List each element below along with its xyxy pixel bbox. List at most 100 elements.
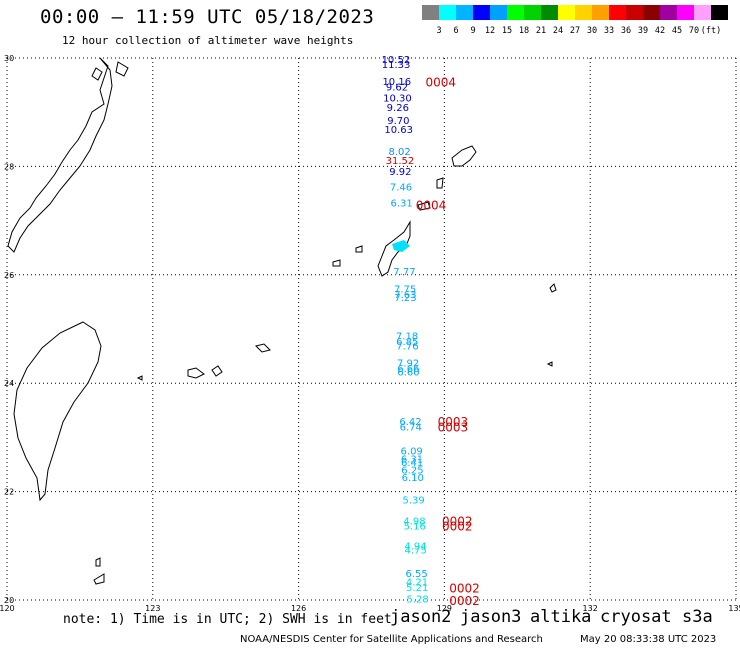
legend-label: 21 [535, 26, 547, 36]
legend-swatch [575, 5, 592, 20]
legend-label: 9 [470, 26, 476, 36]
swh-value: 6.31 [391, 198, 413, 209]
lon-tick-label: 123 [145, 604, 160, 613]
sat-altika: altika [530, 607, 592, 627]
legend-swatch [473, 5, 490, 20]
swh-value: 6.10 [402, 473, 424, 484]
swh-value: 10.52 [382, 55, 411, 66]
kerama [355, 245, 363, 253]
legend-label: 12 [484, 26, 496, 36]
swh-value: 5.28 [407, 594, 429, 605]
okinoerabu [417, 201, 431, 211]
sat-cryosat: cryosat [600, 607, 672, 627]
legend-label: 15 [501, 26, 513, 36]
legend-label: 6 [453, 26, 459, 36]
swh-value: 7.18 [396, 332, 418, 343]
swh-value: 7.23 [394, 293, 416, 304]
daito-islands [549, 283, 557, 293]
swh-value: 6.25 [401, 465, 423, 476]
lat-tick-label: 20 [4, 596, 14, 605]
legend-swatch [711, 5, 728, 20]
timestamp: May 20 08:33:38 UTC 2023 [580, 634, 717, 645]
legend-label: 27 [569, 26, 581, 36]
oki-daito [546, 361, 553, 367]
legend-swatch [456, 5, 473, 20]
swh-value: 6.09 [401, 446, 423, 457]
legend-swatches [422, 5, 728, 20]
legend-label: 36 [620, 26, 632, 36]
legend-swatch [439, 5, 456, 20]
pass-label: 0002 [442, 514, 473, 528]
orchid-island [95, 557, 101, 567]
coastlines [7, 57, 557, 585]
pass-label: 0002 [449, 594, 480, 608]
swh-value: 6.31 [401, 455, 423, 466]
swh-value: 7.46 [390, 183, 412, 194]
swh-value: 6.41 [401, 458, 423, 469]
swh-value: 7.75 [394, 284, 416, 295]
tokunoshima [436, 177, 444, 189]
small-island [91, 67, 103, 81]
pass-label: 0003 [438, 421, 469, 435]
swh-value: 5.16 [404, 521, 426, 532]
swh-value: 11.33 [382, 60, 411, 71]
swh-value: 9.70 [387, 116, 409, 127]
legend-swatch [677, 5, 694, 20]
legend-label: 70 [688, 26, 700, 36]
legend-label: 18 [518, 26, 530, 36]
swh-value: 6.60 [397, 367, 419, 378]
color-legend: 3 6 9 12 15 18 21 24 27 30 33 36 39 42 45 70 (ft) [422, 5, 728, 36]
lat-tick-label: 30 [4, 54, 14, 63]
swh-value: 7.77 [393, 267, 415, 278]
legend-swatch [592, 5, 609, 20]
legend-label: 39 [637, 26, 649, 36]
pass-label: 0003 [438, 415, 469, 429]
swh-value: 10.16 [382, 77, 411, 88]
yonaguni [136, 375, 143, 381]
swh-value: 4.75 [405, 546, 427, 557]
pass-label: 0004 [416, 198, 447, 212]
swh-value: 9.92 [389, 167, 411, 178]
swh-value: 9.62 [386, 82, 408, 93]
legend-swatch [524, 5, 541, 20]
pass-label: 0002 [449, 582, 480, 596]
swh-value: 4.98 [403, 516, 425, 527]
goto-islands [115, 61, 129, 77]
swh-value: 6.85 [396, 337, 418, 348]
legend-label: 33 [603, 26, 615, 36]
lon-tick-label: 132 [583, 604, 598, 613]
miyako-island [255, 343, 271, 353]
swh-value: 10.63 [384, 125, 413, 136]
page-title: 00:00 – 11:59 UTC 05/18/2023 [40, 6, 375, 28]
lon-tick-label: 135 [728, 604, 740, 613]
swh-value: 31.52 [386, 156, 415, 167]
swh-value: 5.39 [403, 495, 425, 506]
lon-tick-label: 126 [291, 604, 306, 613]
swh-value: 7.63 [394, 290, 416, 301]
lat-tick-label: 28 [4, 162, 14, 171]
sat-jason2: jason2 [390, 607, 452, 627]
legend-swatch [626, 5, 643, 20]
legend-label: 24 [552, 26, 564, 36]
pass-label: 0004 [425, 75, 456, 89]
legend-swatch [541, 5, 558, 20]
batan-island [93, 573, 105, 585]
legend-swatch [490, 5, 507, 20]
swh-value: 8.02 [388, 147, 410, 158]
legend-label: (ft) [700, 26, 722, 36]
legend-label: 30 [586, 26, 598, 36]
lon-tick-label: 120 [0, 604, 15, 613]
legend-label: 42 [654, 26, 666, 36]
page-subtitle: 12 hour collection of altimeter wave hei… [62, 34, 354, 47]
swh-value: 5.21 [406, 583, 428, 594]
legend-label: 3 [436, 26, 442, 36]
pass-label: 0002 [442, 519, 473, 533]
kyushu-coastline [7, 57, 113, 253]
lat-tick-label: 26 [4, 271, 14, 280]
swh-value: 6.42 [399, 417, 421, 428]
legend-swatch [422, 5, 439, 20]
swh-value: 9.26 [387, 103, 409, 114]
kumejima [332, 259, 341, 267]
